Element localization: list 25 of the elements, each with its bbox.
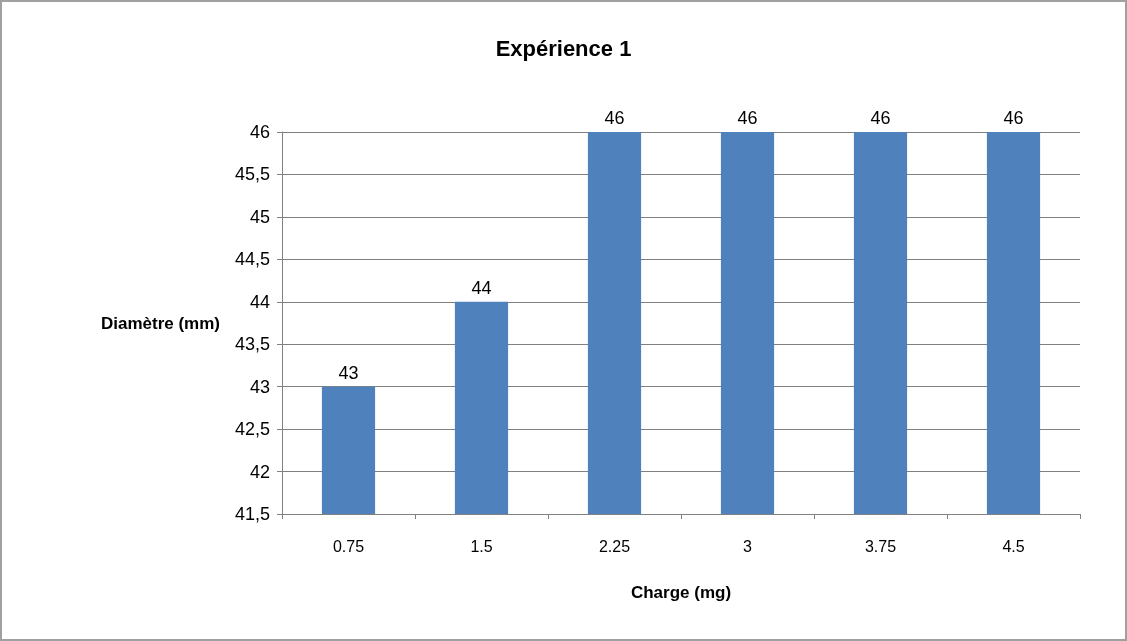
data-label: 43 <box>338 362 359 383</box>
y-tick-label: 43 <box>249 376 270 397</box>
y-tick-label: 46 <box>249 122 270 142</box>
y-tick-label: 42 <box>249 461 270 482</box>
y-tick-label: 43,5 <box>234 334 270 355</box>
data-label: 46 <box>1003 108 1024 128</box>
y-tick-label: 44 <box>249 291 270 312</box>
chart-title: Expérience 1 <box>495 35 632 61</box>
y-tick-label: 41,5 <box>234 504 270 524</box>
data-label: 46 <box>737 108 758 128</box>
x-tick-label: 2.25 <box>598 537 631 555</box>
x-tick-label: 4.5 <box>1002 537 1025 555</box>
data-label: 46 <box>870 108 891 128</box>
x-tick-label: 1.5 <box>470 537 493 555</box>
data-label: 44 <box>471 277 492 298</box>
data-label: 46 <box>604 108 625 128</box>
y-tick-label: 44,5 <box>234 249 270 270</box>
x-axis-title: Charge (mg) <box>630 583 732 602</box>
x-tick-label: 3.75 <box>864 537 897 555</box>
y-tick-label: 45,5 <box>234 164 270 185</box>
x-tick-label: 3 <box>743 537 753 555</box>
y-tick-label: 45 <box>249 206 270 227</box>
x-tick-label: 0.75 <box>332 537 365 555</box>
y-axis-title: Diamètre (mm) <box>100 313 220 333</box>
y-tick-label: 42,5 <box>234 419 270 440</box>
